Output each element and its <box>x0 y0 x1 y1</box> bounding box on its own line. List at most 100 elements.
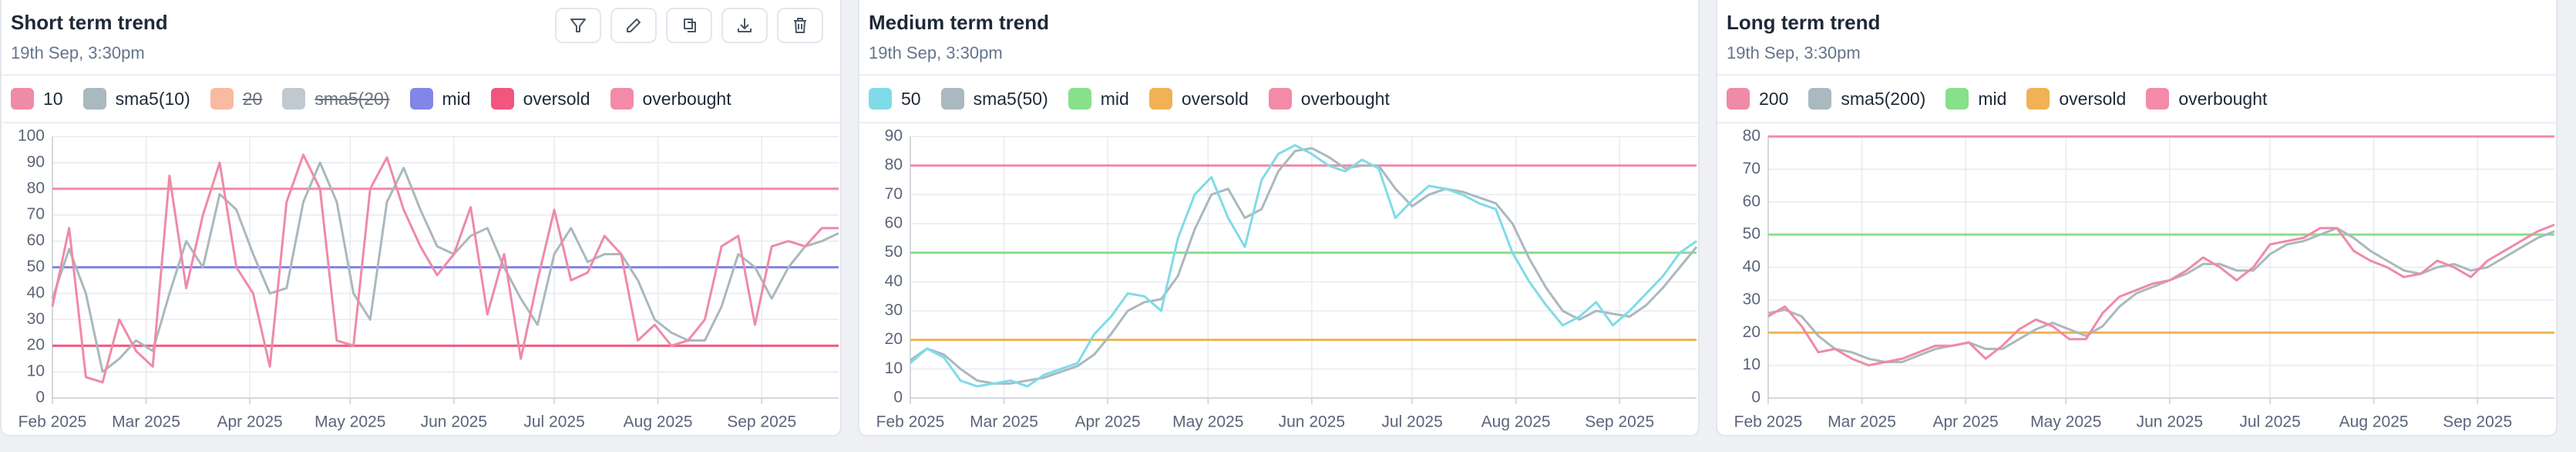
legend-label: sma5(200) <box>1841 88 1926 109</box>
chart-title: Short term trend <box>11 11 168 34</box>
icon-path <box>738 19 752 32</box>
y-tick-label: 50 <box>27 258 45 275</box>
legend-label: oversold <box>1181 88 1249 109</box>
x-tick-label: May 2025 <box>1172 413 1243 431</box>
copy-button[interactable] <box>666 8 712 43</box>
legend-item[interactable]: overbought <box>1268 88 1390 110</box>
legend-swatch <box>2026 88 2050 110</box>
plot: 0 10 20 30 40 50 60 70 80 Feb 2025 Mar 2025 Apr 202… <box>1734 127 2555 431</box>
series-line <box>1767 227 2555 363</box>
legend-label: sma5(10) <box>115 88 190 109</box>
y-tick-label: 0 <box>1751 389 1760 406</box>
legend-swatch <box>490 88 514 110</box>
y-tick-label: 70 <box>27 205 45 223</box>
filter-button[interactable] <box>555 8 601 43</box>
legend-item[interactable]: overbought <box>2146 88 2267 110</box>
legend: 50 sma5(50) mid oversold overbought <box>859 74 1698 123</box>
legend-swatch <box>82 88 106 110</box>
legend-swatch <box>1268 88 1292 110</box>
legend-label: mid <box>1978 88 2007 109</box>
legend-item[interactable]: sma5(200) <box>1808 88 1925 110</box>
legend-swatch <box>1068 88 1091 110</box>
legend-item[interactable]: oversold <box>2026 88 2126 110</box>
legend-item[interactable]: mid <box>1068 88 1129 110</box>
legend-item[interactable]: sma5(10) <box>82 88 190 110</box>
y-tick-label: 30 <box>27 310 45 328</box>
icon <box>684 19 696 32</box>
legend-swatch <box>610 88 634 110</box>
x-tick-label: Aug 2025 <box>624 413 693 431</box>
series-line <box>51 153 839 384</box>
y-tick-label: 20 <box>1743 323 1760 341</box>
y-tick-label: 60 <box>27 231 45 249</box>
legend-item[interactable]: mid <box>409 88 471 110</box>
x-tick-label: Mar 2025 <box>970 413 1038 431</box>
legend-swatch <box>1945 88 1969 110</box>
y-tick-label: 80 <box>27 179 45 197</box>
x-tick-label: May 2025 <box>314 413 385 431</box>
legend-swatch <box>210 88 234 110</box>
y-tick-label: 40 <box>885 272 903 290</box>
chart-subtitle: 19th Sep, 3:30pm <box>1727 43 1861 62</box>
x-tick-label: Apr 2025 <box>217 413 282 431</box>
y-tick-label: 60 <box>885 214 903 232</box>
legend-item[interactable]: sma5(20) <box>282 88 390 110</box>
x-tick-label: Mar 2025 <box>1828 413 1896 431</box>
legend-label: 200 <box>1759 88 1789 109</box>
y-tick-label: 20 <box>27 336 45 354</box>
y-tick-label: 70 <box>1743 160 1760 177</box>
y-tick-label: 40 <box>27 284 45 302</box>
legend-label: sma5(50) <box>973 88 1048 109</box>
y-tick-label: 50 <box>1743 225 1760 243</box>
legend-swatch <box>409 88 433 110</box>
legend: 200 sma5(200) mid oversold overbought <box>1717 74 2556 123</box>
x-tick-label: Jul 2025 <box>1381 413 1442 431</box>
y-tick-label: 10 <box>27 363 45 380</box>
y-tick-label: 100 <box>18 127 45 145</box>
series-line <box>1767 224 2555 367</box>
legend-swatch <box>940 88 964 110</box>
legend-swatch <box>11 88 34 110</box>
legend-item[interactable]: 10 <box>11 88 63 110</box>
legend-item[interactable]: 20 <box>210 88 262 110</box>
legend-item[interactable]: 200 <box>1727 88 1788 110</box>
y-tick-label: 60 <box>1743 192 1760 210</box>
y-tick-label: 10 <box>1743 356 1760 373</box>
x-tick-label: Jun 2025 <box>2137 413 2203 431</box>
legend-swatch <box>869 88 892 110</box>
x-tick-label: Mar 2025 <box>112 413 180 431</box>
chart-panel: Long term trend 19th Sep, 3:30pm 200 sma5(2… <box>1716 0 2558 437</box>
y-tick-label: 30 <box>885 302 903 319</box>
y-tick-label: 90 <box>885 127 903 145</box>
legend-item[interactable]: overbought <box>610 88 731 110</box>
delete-button[interactable] <box>777 8 823 43</box>
series-line <box>910 147 1698 385</box>
series-line <box>910 143 1697 388</box>
legend-label: oversold <box>2059 88 2127 109</box>
legend-label: 50 <box>901 88 921 109</box>
y-tick-label: 30 <box>1743 290 1760 308</box>
x-tick-label: Feb 2025 <box>1734 413 1803 431</box>
legend-item[interactable]: sma5(50) <box>940 88 1048 110</box>
x-tick-label: May 2025 <box>2030 413 2101 431</box>
icon <box>570 19 586 32</box>
y-tick-label: 70 <box>885 185 903 203</box>
legend-item[interactable]: oversold <box>490 88 590 110</box>
download-button[interactable] <box>721 8 768 43</box>
legend-swatch <box>2146 88 2170 110</box>
x-tick-label: Sep 2025 <box>1585 413 1654 431</box>
x-tick-label: Apr 2025 <box>1074 413 1140 431</box>
legend-swatch <box>1727 88 1750 110</box>
legend-item[interactable]: oversold <box>1148 88 1249 110</box>
y-tick-label: 80 <box>885 156 903 174</box>
plot: 0 10 20 30 40 50 60 70 80 90 100 Feb 2025 Mar 2025 Ap… <box>18 127 839 431</box>
x-tick-label: Sep 2025 <box>727 413 796 431</box>
chart-panel: Short term trend 19th Sep, 3:30pm 10 sma5(1… <box>0 0 842 437</box>
x-tick-label: Sep 2025 <box>2443 413 2512 431</box>
edit-button[interactable] <box>610 8 657 43</box>
legend-item[interactable]: mid <box>1945 88 2006 110</box>
x-tick-label: Apr 2025 <box>1932 413 1998 431</box>
chart-subtitle: 19th Sep, 3:30pm <box>869 43 1003 62</box>
legend-item[interactable]: 50 <box>869 88 921 110</box>
